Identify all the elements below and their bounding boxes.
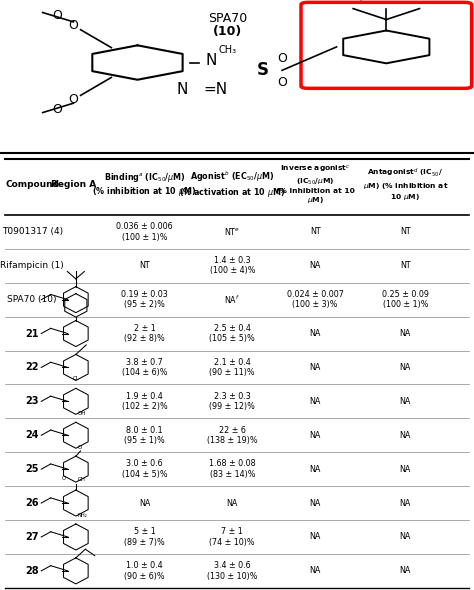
Text: NA: NA xyxy=(400,363,411,372)
Text: NA: NA xyxy=(310,465,321,474)
Text: O: O xyxy=(52,9,62,22)
Text: O: O xyxy=(62,476,66,480)
Text: 2 ± 1
(92 ± 8)%: 2 ± 1 (92 ± 8)% xyxy=(124,324,165,343)
Text: 2.3 ± 0.3
(99 ± 12)%: 2.3 ± 0.3 (99 ± 12)% xyxy=(210,392,255,411)
Text: 27: 27 xyxy=(26,532,39,542)
Text: NA: NA xyxy=(400,397,411,406)
Text: 0.19 ± 0.03
(95 ± 2)%: 0.19 ± 0.03 (95 ± 2)% xyxy=(121,290,168,309)
Text: NA: NA xyxy=(227,499,238,507)
Text: 7 ± 1
(74 ± 10)%: 7 ± 1 (74 ± 10)% xyxy=(210,527,255,547)
Text: NA: NA xyxy=(310,329,321,338)
Text: 3.8 ± 0.7
(104 ± 6)%: 3.8 ± 0.7 (104 ± 6)% xyxy=(122,358,167,377)
Text: O: O xyxy=(277,52,287,65)
Text: 1.9 ± 0.4
(102 ± 2)%: 1.9 ± 0.4 (102 ± 2)% xyxy=(122,392,167,411)
Text: 0.024 ± 0.007
(100 ± 3)%: 0.024 ± 0.007 (100 ± 3)% xyxy=(287,290,344,309)
Text: NA: NA xyxy=(310,261,321,270)
Text: Region A: Region A xyxy=(51,180,96,189)
Text: (10): (10) xyxy=(213,25,242,38)
Text: OH: OH xyxy=(78,411,87,416)
Text: NA: NA xyxy=(400,566,411,575)
Text: NA: NA xyxy=(139,499,150,507)
Text: N: N xyxy=(205,54,217,68)
Text: NA: NA xyxy=(400,533,411,542)
Text: 26: 26 xyxy=(26,498,39,508)
Text: SPA70 (10): SPA70 (10) xyxy=(8,295,57,304)
Text: NA: NA xyxy=(310,566,321,575)
Text: 1.0 ± 0.4
(90 ± 6)%: 1.0 ± 0.4 (90 ± 6)% xyxy=(124,561,165,581)
Text: NA: NA xyxy=(400,465,411,474)
Text: Inverse agonist$^c$
(IC$_{50}$/$\mu$M)
(% inhibition at 10
$\mu$M): Inverse agonist$^c$ (IC$_{50}$/$\mu$M) (… xyxy=(276,164,355,205)
FancyBboxPatch shape xyxy=(301,2,472,88)
Text: 0.25 ± 0.09
(100 ± 1)%: 0.25 ± 0.09 (100 ± 1)% xyxy=(382,290,429,309)
Text: NA: NA xyxy=(310,499,321,507)
Text: OH: OH xyxy=(77,477,85,481)
Text: NT: NT xyxy=(139,261,150,270)
Text: 25: 25 xyxy=(26,464,39,474)
Text: 21: 21 xyxy=(26,329,39,339)
Text: NA: NA xyxy=(310,533,321,542)
Text: O: O xyxy=(77,445,82,450)
Text: SPA70: SPA70 xyxy=(208,12,247,25)
Text: S: S xyxy=(257,61,269,80)
Text: NA: NA xyxy=(310,397,321,406)
Text: 22: 22 xyxy=(26,362,39,372)
Text: 23: 23 xyxy=(26,396,39,407)
Text: 1.68 ± 0.08
(83 ± 14)%: 1.68 ± 0.08 (83 ± 14)% xyxy=(209,460,255,479)
Text: NA: NA xyxy=(310,363,321,372)
Text: Rifampicin (1): Rifampicin (1) xyxy=(0,261,64,270)
Text: NA: NA xyxy=(400,431,411,440)
Text: 2.1 ± 0.4
(90 ± 11)%: 2.1 ± 0.4 (90 ± 11)% xyxy=(210,358,255,377)
Text: O: O xyxy=(69,19,78,32)
Text: A: A xyxy=(417,0,427,4)
Text: Compound: Compound xyxy=(5,180,59,189)
Text: 24: 24 xyxy=(26,430,39,440)
Text: 5 ± 1
(89 ± 7)%: 5 ± 1 (89 ± 7)% xyxy=(124,527,165,547)
Text: Agonist$^b$ (EC$_{50}$/$\mu$M)
(% activation at 10 $\mu$M): Agonist$^b$ (EC$_{50}$/$\mu$M) (% activa… xyxy=(179,170,285,199)
Text: 2.5 ± 0.4
(105 ± 5)%: 2.5 ± 0.4 (105 ± 5)% xyxy=(210,324,255,343)
Text: CH₃: CH₃ xyxy=(219,45,237,55)
Text: 8.0 ± 0.1
(95 ± 1)%: 8.0 ± 0.1 (95 ± 1)% xyxy=(124,425,165,445)
Text: NA: NA xyxy=(400,499,411,507)
Text: O: O xyxy=(277,76,287,88)
Text: NT$^e$: NT$^e$ xyxy=(224,227,240,237)
Text: Binding$^a$ (IC$_{50}$/$\mu$M)
(% inhibition at 10 $\mu$M): Binding$^a$ (IC$_{50}$/$\mu$M) (% inhibi… xyxy=(92,171,197,198)
Text: NH₂: NH₂ xyxy=(77,513,87,518)
Text: 0.036 ± 0.006
(100 ± 1)%: 0.036 ± 0.006 (100 ± 1)% xyxy=(116,222,173,241)
Text: 22 ± 6
(138 ± 19)%: 22 ± 6 (138 ± 19)% xyxy=(207,425,257,445)
Text: =N: =N xyxy=(204,81,228,97)
Text: O: O xyxy=(52,103,62,116)
Text: 3.0 ± 0.6
(104 ± 5)%: 3.0 ± 0.6 (104 ± 5)% xyxy=(122,460,167,479)
Text: NT: NT xyxy=(400,261,410,270)
Text: 3.4 ± 0.6
(130 ± 10)%: 3.4 ± 0.6 (130 ± 10)% xyxy=(207,561,257,581)
Text: NT: NT xyxy=(310,227,320,237)
Text: NT: NT xyxy=(400,227,410,237)
Text: 1.4 ± 0.3
(100 ± 4)%: 1.4 ± 0.3 (100 ± 4)% xyxy=(210,256,255,276)
Text: O: O xyxy=(69,93,78,106)
Text: NA: NA xyxy=(310,431,321,440)
Text: NA: NA xyxy=(400,329,411,338)
Text: 28: 28 xyxy=(26,566,39,576)
Text: T0901317 (4): T0901317 (4) xyxy=(2,227,63,237)
Text: Region: Region xyxy=(339,0,386,4)
Text: NA$^f$: NA$^f$ xyxy=(224,293,240,306)
Text: Antagonist$^d$ (IC$_{50}$/
$\mu$M) (% inhibition at
10 $\mu$M): Antagonist$^d$ (IC$_{50}$/ $\mu$M) (% in… xyxy=(363,167,448,202)
Text: Cl: Cl xyxy=(73,376,79,381)
Text: N: N xyxy=(177,81,188,97)
